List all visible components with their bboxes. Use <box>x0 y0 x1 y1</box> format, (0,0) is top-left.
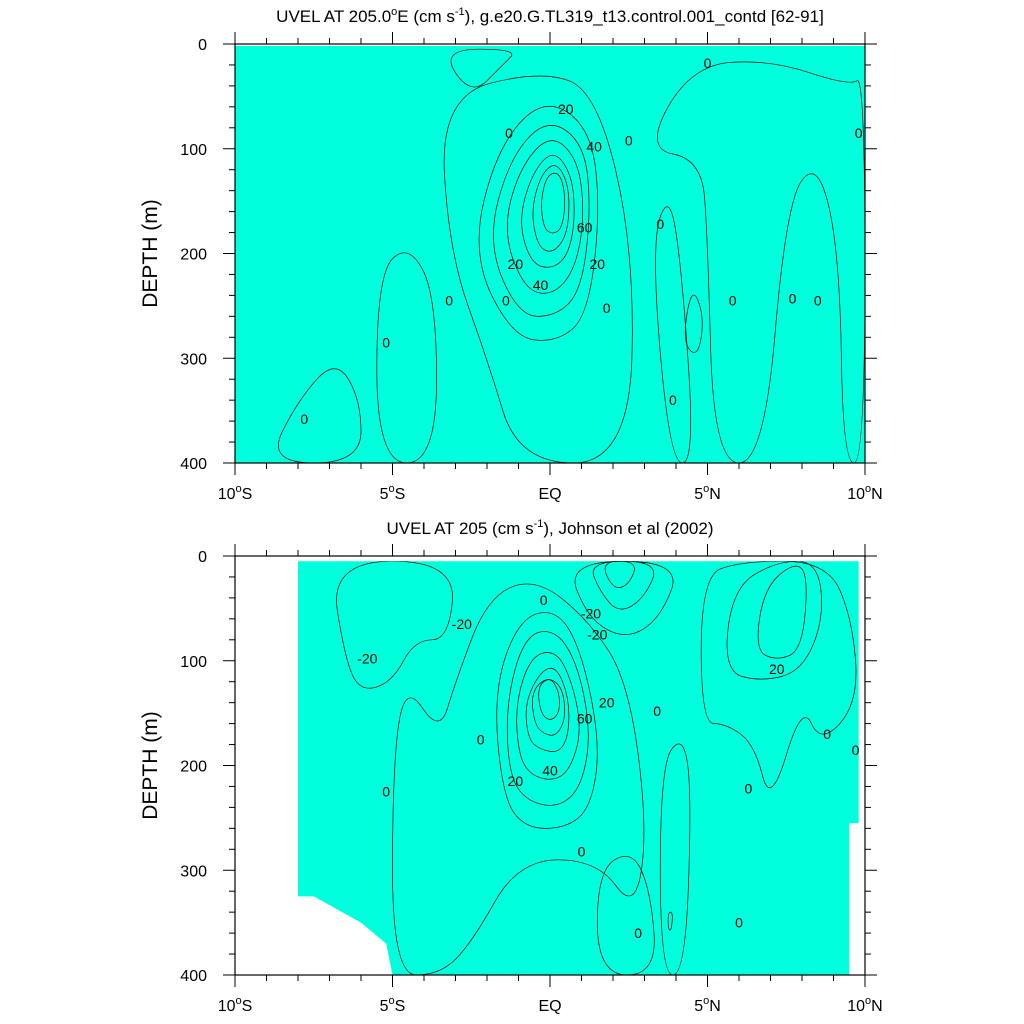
contour-region <box>443 75 633 463</box>
contour-label: 0 <box>603 300 611 316</box>
y-tick-label: 0 <box>198 37 207 54</box>
y-tick-label: 200 <box>180 759 207 776</box>
y-tick-label: 400 <box>180 968 207 985</box>
x-tick-label: EQ <box>538 998 561 1015</box>
chart-title: UVEL AT 205.0oE (cm s-1), g.e20.G.TL319_… <box>276 6 824 26</box>
y-tick-label: 100 <box>180 654 207 671</box>
contour-region <box>278 368 362 463</box>
contour-region <box>532 165 570 252</box>
contour-region <box>496 612 598 829</box>
contour-region <box>596 856 655 975</box>
contour-label: 20 <box>508 256 524 272</box>
contour-label: 0 <box>669 392 677 408</box>
contour-label: 0 <box>852 742 860 758</box>
contour-region <box>684 294 703 353</box>
contour-label: -20 <box>452 616 472 632</box>
y-axis-label: DEPTH (m) <box>139 711 162 820</box>
chart-title: UVEL AT 205 (cm s-1), Johnson et al (200… <box>387 518 714 538</box>
x-tick-label: 5oS <box>380 483 406 503</box>
contour-label: 20 <box>599 695 615 711</box>
contour-region <box>659 743 691 975</box>
contour-region <box>541 172 566 234</box>
x-tick-label: 10oS <box>218 995 253 1015</box>
x-tick-label: 10oN <box>847 483 882 503</box>
contour-label: 0 <box>704 55 712 71</box>
contour-region <box>655 206 692 463</box>
contour-region <box>667 911 673 931</box>
contour-label: 0 <box>445 293 453 309</box>
x-tick-label: EQ <box>538 486 561 503</box>
contour-label: 0 <box>625 132 633 148</box>
contour-label: -20 <box>357 651 377 667</box>
contour-region <box>507 140 584 294</box>
contour-background <box>298 561 859 975</box>
y-tick-label: 0 <box>198 549 207 566</box>
contour-region <box>478 105 599 341</box>
contour-label: 60 <box>577 710 593 726</box>
contour-label: -20 <box>587 627 607 643</box>
contour-region <box>538 679 560 720</box>
contour-label: 0 <box>656 216 664 232</box>
y-tick-label: 400 <box>180 456 207 473</box>
contour-region <box>506 631 589 806</box>
contour-label: 0 <box>477 731 485 747</box>
contour-label: 0 <box>382 335 390 351</box>
contour-region <box>700 561 857 788</box>
contour-label: 20 <box>508 773 524 789</box>
contour-label: 0 <box>823 726 831 742</box>
y-tick-label: 100 <box>180 142 207 159</box>
contour-label: 0 <box>502 293 510 309</box>
contour-label: 0 <box>634 925 642 941</box>
contour-label: 0 <box>855 125 863 141</box>
contour-label: 60 <box>577 219 593 235</box>
y-tick-label: 200 <box>180 247 207 264</box>
contour-label: 0 <box>382 784 390 800</box>
contour-region <box>336 561 453 689</box>
x-tick-label: 10oN <box>847 995 882 1015</box>
contour-label: 0 <box>653 703 661 719</box>
contour-label: 0 <box>745 781 753 797</box>
contour-field <box>235 46 865 463</box>
contour-field <box>298 561 859 975</box>
x-tick-label: 5oN <box>694 995 721 1015</box>
contour-label: 0 <box>729 293 737 309</box>
contour-region <box>757 565 807 659</box>
contour-background <box>235 46 865 463</box>
contour-region <box>532 679 565 736</box>
y-tick-label: 300 <box>180 863 207 880</box>
y-axis-label: DEPTH (m) <box>139 199 162 308</box>
x-tick-label: 5oN <box>694 483 721 503</box>
contour-region <box>521 154 575 268</box>
contour-label: -20 <box>581 606 601 622</box>
contour-label: 0 <box>814 293 822 309</box>
contour-region <box>376 252 437 463</box>
y-tick-label: 300 <box>180 351 207 368</box>
contour-label: 40 <box>542 763 558 779</box>
contour-region <box>392 583 645 975</box>
contour-label: 0 <box>789 291 797 307</box>
contour-label: 20 <box>589 256 605 272</box>
contour-label: 40 <box>586 139 602 155</box>
contour-region <box>726 561 822 680</box>
contour-label: 0 <box>735 915 743 931</box>
contour-label: 0 <box>540 592 548 608</box>
contour-label: 20 <box>558 101 574 117</box>
x-tick-label: 5oS <box>380 995 406 1015</box>
contour-region <box>525 667 570 752</box>
contour-region <box>657 61 865 463</box>
contour-region <box>493 125 590 317</box>
contour-label: 0 <box>505 125 513 141</box>
contour-region <box>604 561 635 589</box>
contour-region <box>450 48 513 88</box>
x-tick-label: 10oS <box>218 483 253 503</box>
contour-label: 0 <box>300 411 308 427</box>
contour-label: 20 <box>769 661 785 677</box>
contour-region <box>516 652 580 780</box>
contour-label: 0 <box>578 843 586 859</box>
contour-label: 40 <box>533 277 549 293</box>
